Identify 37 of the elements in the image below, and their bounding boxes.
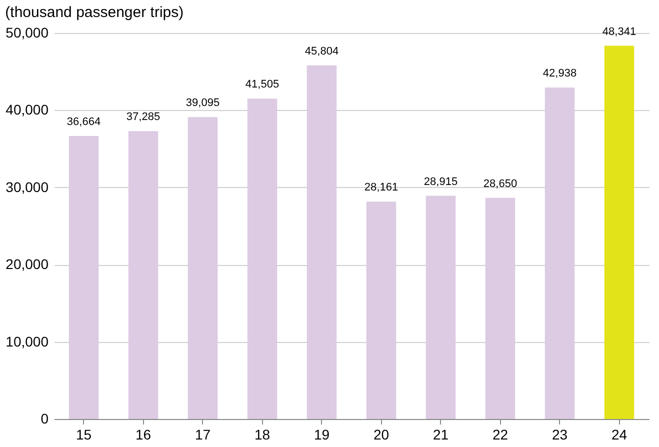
bar bbox=[544, 88, 575, 419]
bar bbox=[68, 136, 99, 419]
data-label: 41,505 bbox=[245, 78, 280, 91]
bar bbox=[247, 98, 278, 419]
x-tick-label: 15 bbox=[76, 426, 92, 442]
bar bbox=[485, 198, 516, 419]
x-tick-label: 23 bbox=[552, 426, 568, 442]
y-tick-label: 0 bbox=[40, 410, 49, 426]
x-tick-label: 24 bbox=[611, 426, 628, 442]
bar bbox=[366, 202, 396, 419]
bar bbox=[604, 46, 634, 419]
bar bbox=[188, 117, 218, 419]
y-tick-label: 10,000 bbox=[6, 333, 49, 350]
data-label: 48,341 bbox=[602, 26, 636, 38]
y-tick-label: 50,000 bbox=[6, 24, 49, 40]
data-label: 28,915 bbox=[424, 176, 458, 188]
data-label: 39,095 bbox=[186, 97, 220, 110]
y-tick-label: 30,000 bbox=[6, 178, 49, 195]
data-label: 28,161 bbox=[364, 182, 398, 194]
x-tick-label: 22 bbox=[492, 426, 508, 442]
x-tick-label: 18 bbox=[254, 426, 270, 442]
data-label: 45,804 bbox=[304, 45, 339, 58]
bar bbox=[306, 65, 337, 419]
chart-title: (thousand passenger trips) bbox=[5, 4, 184, 21]
x-tick-label: 16 bbox=[135, 426, 152, 442]
x-tick-label: 20 bbox=[373, 426, 390, 442]
y-tick-label: 20,000 bbox=[6, 256, 49, 272]
bar bbox=[426, 196, 456, 419]
bar bbox=[128, 131, 158, 419]
data-label: 42,938 bbox=[542, 68, 577, 80]
data-label: 36,664 bbox=[66, 116, 101, 128]
x-tick-label: 19 bbox=[314, 426, 330, 442]
x-tick-label: 21 bbox=[432, 426, 449, 442]
data-label: 28,650 bbox=[483, 178, 518, 190]
y-tick-label: 40,000 bbox=[6, 102, 49, 118]
data-label: 37,285 bbox=[126, 111, 160, 124]
x-tick-label: 17 bbox=[194, 426, 211, 442]
